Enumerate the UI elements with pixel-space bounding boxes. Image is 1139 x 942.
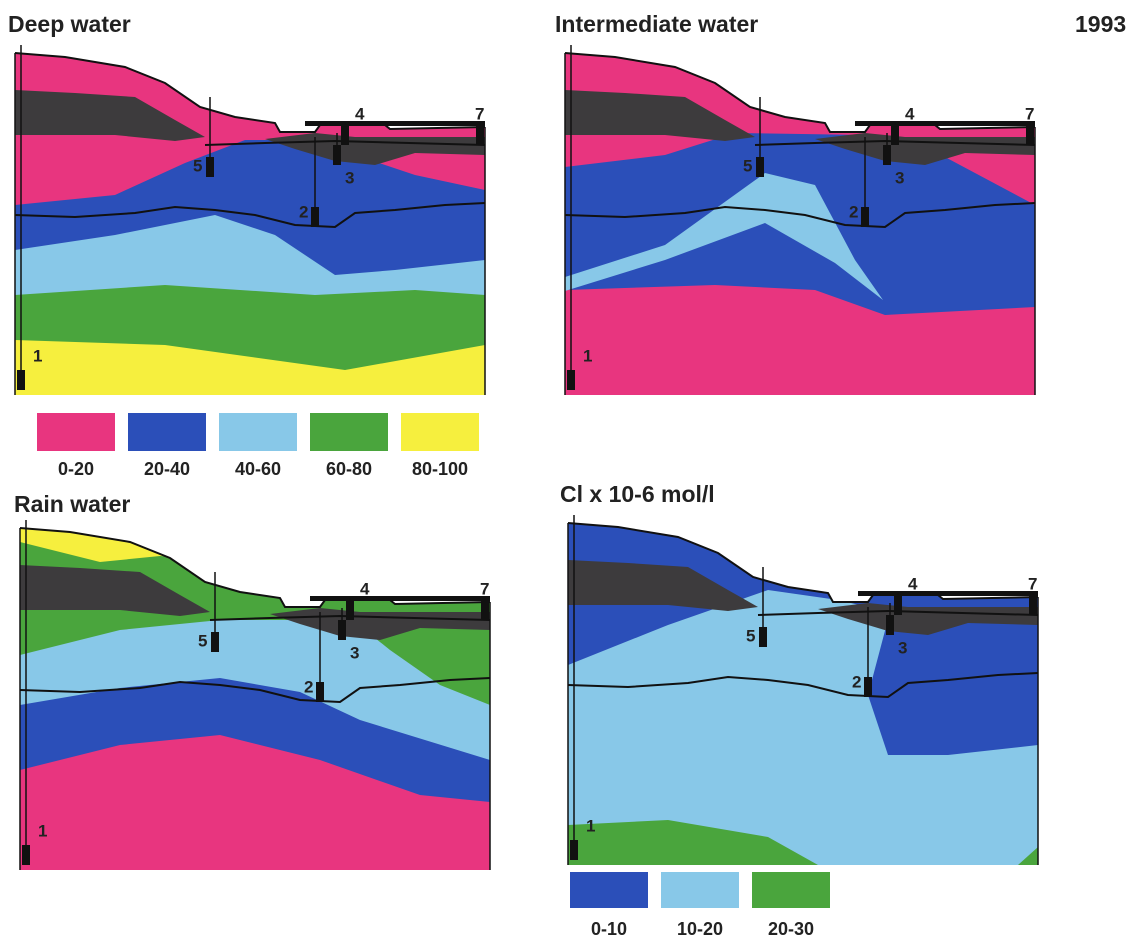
- legend-swatch: [310, 413, 388, 451]
- legend-swatch: [219, 413, 297, 451]
- well-screen: [17, 370, 25, 390]
- layers: [565, 45, 1035, 395]
- well-screen: [883, 145, 891, 165]
- surface-bar: [858, 591, 1038, 596]
- well-screen: [338, 620, 346, 640]
- panel-title: Cl x 10-6 mol/l: [560, 481, 715, 507]
- well-label: 2: [299, 202, 308, 221]
- well-label: 7: [480, 579, 489, 598]
- well-label: 5: [198, 631, 207, 650]
- surface-bar: [855, 121, 1035, 126]
- well-label: 1: [38, 821, 47, 840]
- cross-section: 1 2 3 4 5 7: [568, 515, 1038, 865]
- well-screen: [759, 627, 767, 647]
- well-label: 5: [193, 156, 202, 175]
- well-screen: [316, 682, 324, 702]
- well-screen: [346, 600, 354, 620]
- well-label: 1: [583, 346, 592, 365]
- well-screen: [311, 207, 319, 227]
- well-screen: [206, 157, 214, 177]
- well-label: 3: [898, 638, 907, 657]
- cross-section: 1 2 3 4 5 7: [15, 45, 485, 395]
- legend-swatch: [570, 872, 648, 908]
- legend-swatch: [752, 872, 830, 908]
- legend-label: 80-100: [412, 459, 468, 479]
- well-label: 2: [852, 672, 861, 691]
- well-label: 7: [475, 104, 484, 123]
- surface-bar: [310, 596, 490, 601]
- legend-label: 0-20: [58, 459, 94, 479]
- well-label: 1: [586, 816, 595, 835]
- legend-label: 40-60: [235, 459, 281, 479]
- well-label: 3: [345, 168, 354, 187]
- layers: [20, 520, 490, 870]
- layers: [15, 45, 485, 395]
- well-screen: [1029, 595, 1037, 615]
- well-label: 4: [905, 104, 915, 123]
- well-screen: [476, 125, 484, 145]
- legend-label: 60-80: [326, 459, 372, 479]
- well-screen: [211, 632, 219, 652]
- well-label: 2: [304, 677, 313, 696]
- well-label: 4: [908, 574, 918, 593]
- legend-swatch: [37, 413, 115, 451]
- legend-swatch: [401, 413, 479, 451]
- well-label: 3: [895, 168, 904, 187]
- legend-swatch: [661, 872, 739, 908]
- well-label: 7: [1025, 104, 1034, 123]
- cross-section: 1 2 3 4 5 7: [565, 45, 1035, 395]
- cross-section: 1 2 3 4 5 7: [20, 520, 490, 870]
- layers: [568, 515, 1038, 865]
- legend-label: 0-10: [591, 919, 627, 939]
- legend-label: 20-40: [144, 459, 190, 479]
- well-label: 7: [1028, 574, 1037, 593]
- well-screen: [22, 845, 30, 865]
- legend-swatch: [128, 413, 206, 451]
- panel-title: Intermediate water: [555, 11, 758, 37]
- well-screen: [570, 840, 578, 860]
- well-screen: [864, 677, 872, 697]
- legend-label: 20-30: [768, 919, 814, 939]
- well-screen: [333, 145, 341, 165]
- well-screen: [891, 125, 899, 145]
- year-label: 1993: [1075, 11, 1126, 37]
- well-label: 4: [355, 104, 365, 123]
- well-screen: [481, 600, 489, 620]
- well-screen: [1026, 125, 1034, 145]
- panel-title: Deep water: [8, 11, 131, 37]
- well-screen: [886, 615, 894, 635]
- panel-title: Rain water: [14, 491, 130, 517]
- well-label: 5: [743, 156, 752, 175]
- well-label: 4: [360, 579, 370, 598]
- figure: 1993 Deep water 1 2 3 4 5 7 Intermediate water 1…: [0, 0, 1139, 942]
- well-label: 2: [849, 202, 858, 221]
- legend-label: 10-20: [677, 919, 723, 939]
- well-screen: [756, 157, 764, 177]
- well-label: 5: [746, 626, 755, 645]
- well-label: 3: [350, 643, 359, 662]
- well-screen: [894, 595, 902, 615]
- well-screen: [861, 207, 869, 227]
- surface-bar: [305, 121, 485, 126]
- well-screen: [341, 125, 349, 145]
- well-label: 1: [33, 346, 42, 365]
- well-screen: [567, 370, 575, 390]
